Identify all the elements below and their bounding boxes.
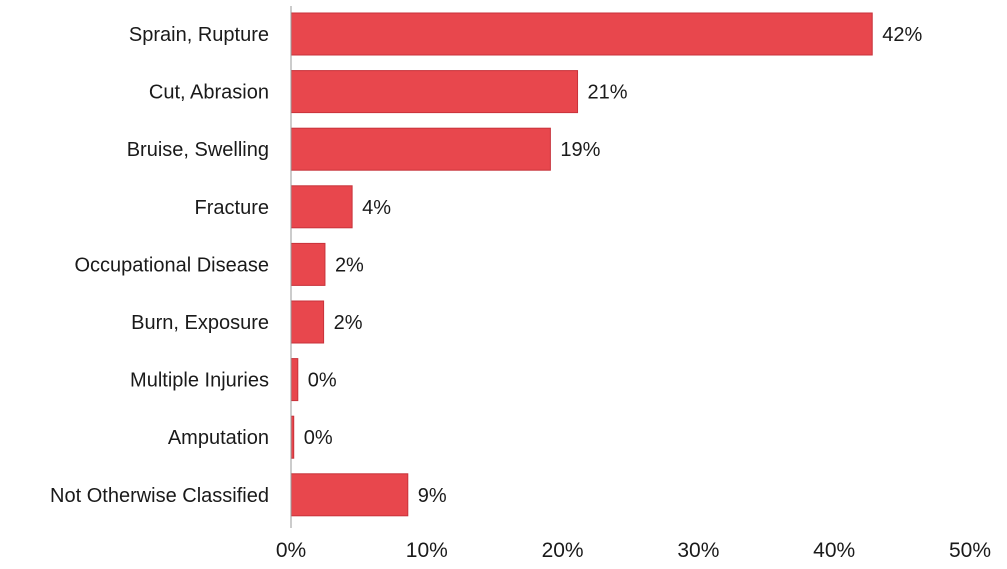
x-tick-label-0: 0%	[276, 539, 306, 562]
category-label-multiple-injuries: Multiple Injuries	[130, 370, 269, 392]
x-axis-ticks: 0% 10% 20% 30% 40% 50%	[276, 539, 991, 562]
category-label-burn-exposure: Burn, Exposure	[131, 312, 269, 334]
category-label-fracture: Fracture	[195, 197, 269, 219]
value-labels: 42% 21% 19% 4% 2% 2% 0% 0% 9%	[304, 24, 923, 507]
bar-multiple-injuries	[290, 358, 299, 402]
category-label-amputation: Amputation	[168, 427, 269, 449]
bar-not-otherwise-classified	[290, 473, 409, 517]
x-tick-label-40: 40%	[813, 539, 855, 562]
bar-bruise-swelling	[290, 127, 551, 171]
value-label-cut-abrasion: 21%	[588, 82, 628, 104]
x-tick-label-10: 10%	[406, 539, 448, 562]
x-tick-label-50: 50%	[949, 539, 991, 562]
value-label-multiple-injuries: 0%	[308, 370, 337, 392]
bars	[290, 12, 873, 517]
category-label-bruise-swelling: Bruise, Swelling	[127, 139, 269, 161]
category-label-cut-abrasion: Cut, Abrasion	[149, 82, 269, 104]
bar-occupational-disease	[290, 242, 326, 286]
category-label-not-otherwise-classified: Not Otherwise Classified	[50, 485, 269, 507]
bar-fracture	[290, 185, 353, 229]
bar-cut-abrasion	[290, 70, 579, 114]
value-label-occupational-disease: 2%	[335, 254, 364, 276]
value-label-burn-exposure: 2%	[334, 312, 363, 334]
value-label-bruise-swelling: 19%	[560, 139, 600, 161]
category-label-occupational-disease: Occupational Disease	[74, 254, 269, 276]
value-label-fracture: 4%	[362, 197, 391, 219]
category-labels: Sprain, Rupture Cut, Abrasion Bruise, Swel…	[50, 24, 269, 507]
bar-sprain-rupture	[290, 12, 873, 56]
category-label-sprain-rupture: Sprain, Rupture	[129, 24, 269, 46]
x-tick-label-30: 30%	[677, 539, 719, 562]
bar-burn-exposure	[290, 300, 325, 344]
x-tick-label-20: 20%	[542, 539, 584, 562]
value-label-amputation: 0%	[304, 427, 333, 449]
value-label-sprain-rupture: 42%	[882, 24, 922, 46]
value-label-not-otherwise-classified: 9%	[418, 485, 447, 507]
